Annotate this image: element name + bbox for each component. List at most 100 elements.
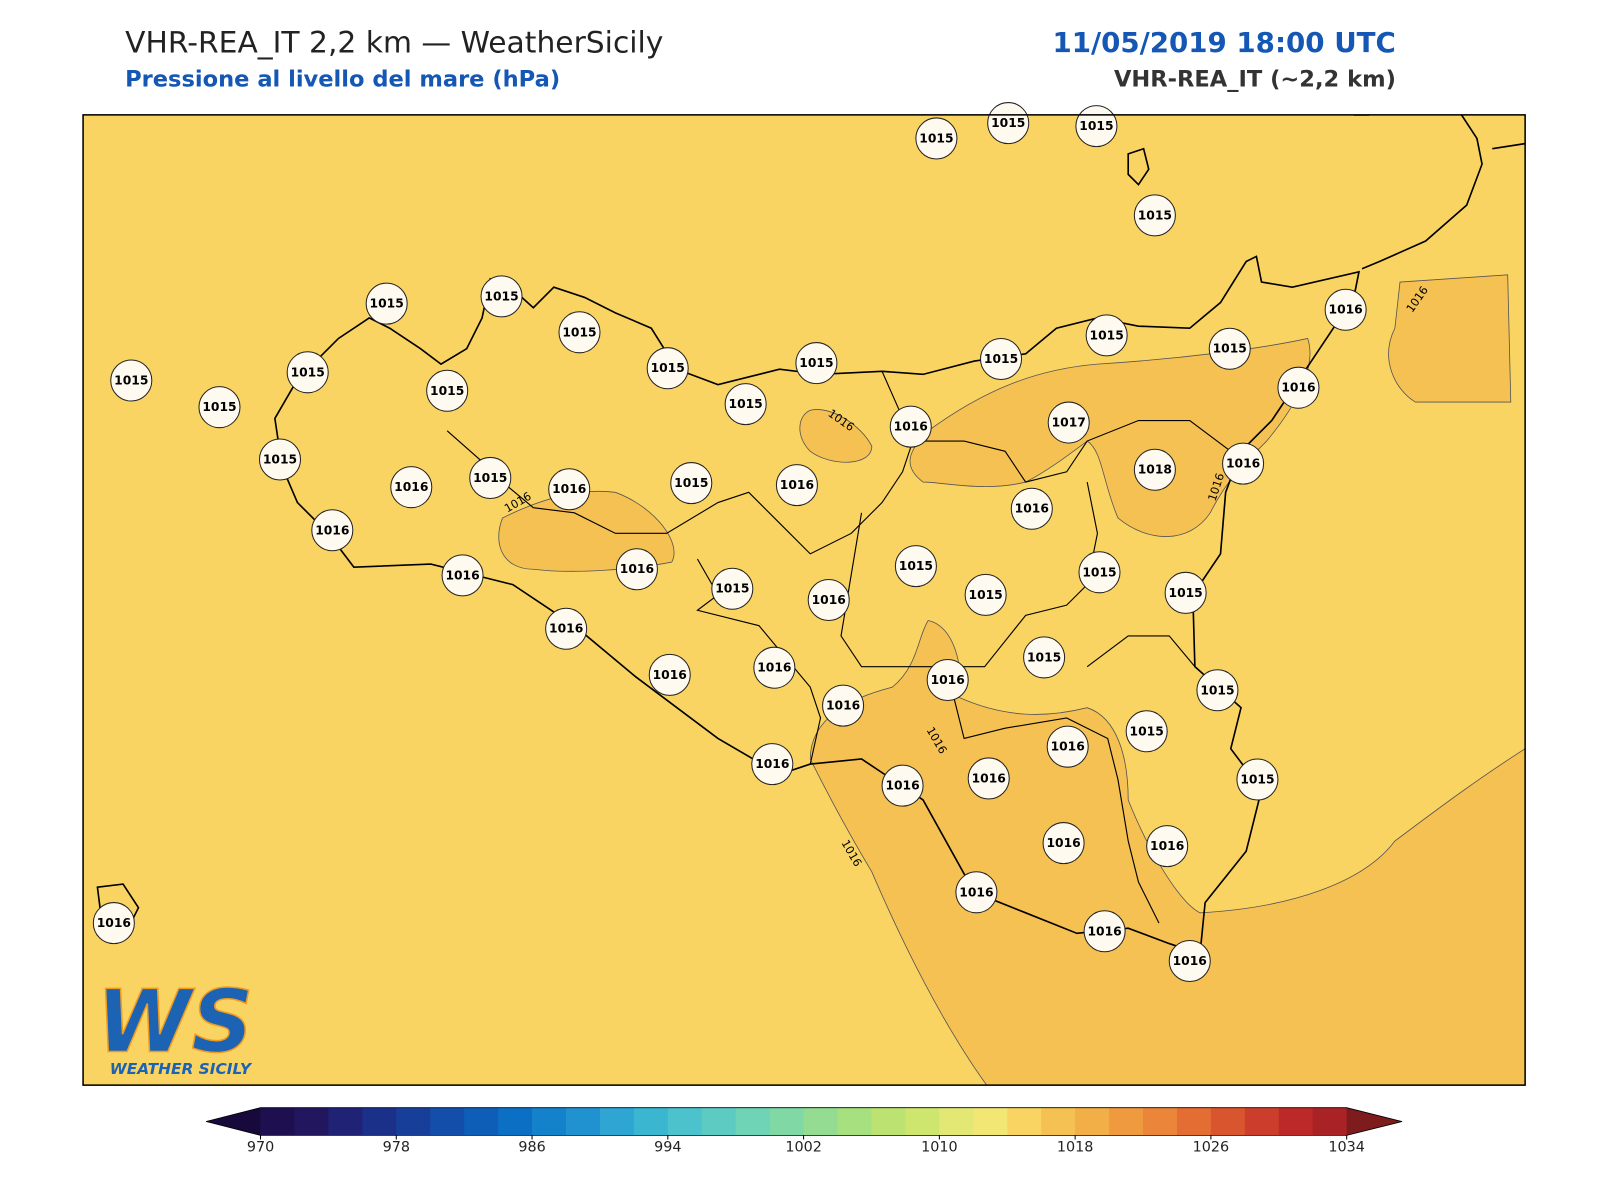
station-value: 1016 xyxy=(620,562,654,576)
station-value: 1015 xyxy=(969,588,1003,602)
station-value: 1015 xyxy=(1079,119,1113,133)
station-marker xyxy=(1078,551,1121,594)
colorbar-tick-label: 994 xyxy=(654,1140,681,1156)
station-value: 1016 xyxy=(97,916,131,930)
colorbar-swatch xyxy=(294,1107,329,1136)
station-marker xyxy=(110,359,153,402)
station-marker xyxy=(545,607,588,650)
station-marker xyxy=(646,347,689,390)
station-marker xyxy=(967,757,1010,800)
station-marker xyxy=(1047,401,1090,444)
station-value: 1015 xyxy=(1082,565,1116,579)
station-marker xyxy=(469,456,512,499)
station-marker xyxy=(987,102,1030,145)
station-marker xyxy=(979,337,1023,380)
station-value: 1015 xyxy=(1213,342,1247,356)
station-value: 1015 xyxy=(1138,208,1172,222)
station-value: 1016 xyxy=(1015,502,1049,516)
station-marker xyxy=(822,684,865,727)
station-marker xyxy=(881,764,924,807)
colorbar-swatch xyxy=(260,1107,295,1136)
station-value: 1015 xyxy=(202,400,236,414)
station-value: 1016 xyxy=(757,661,791,675)
colorbar-swatch xyxy=(1210,1107,1246,1136)
colorbar: 970 978 986 994 1002 1010 1018 1026 1034 xyxy=(206,1107,1403,1156)
colorbar-tick-label: 1010 xyxy=(921,1140,958,1156)
station-value: 1015 xyxy=(729,397,763,411)
station-value: 1015 xyxy=(263,452,297,466)
datetime: 11/05/2019 18:00 UTC xyxy=(1052,26,1395,59)
subtitle: Pressione al livello del mare (hPa) xyxy=(125,67,560,93)
station-marker xyxy=(1168,940,1211,983)
station-value: 1016 xyxy=(552,482,586,496)
colorbar-swatch xyxy=(1312,1107,1348,1136)
station-marker xyxy=(1164,571,1207,614)
station-marker xyxy=(1277,366,1320,409)
high-pressure-areas xyxy=(498,274,1526,1086)
station-marker xyxy=(751,743,794,786)
station-value: 1016 xyxy=(1226,457,1260,471)
colorbar-swatch xyxy=(1109,1107,1144,1136)
station-marker xyxy=(426,369,469,412)
colorbar-swatch xyxy=(701,1107,737,1136)
station-marker xyxy=(1125,710,1168,753)
station-marker xyxy=(441,554,484,597)
station-value: 1015 xyxy=(430,384,464,398)
station-marker xyxy=(286,351,329,394)
station-marker xyxy=(1146,825,1189,868)
colorbar-swatch xyxy=(362,1107,397,1136)
logo-mark: WS xyxy=(96,972,253,1072)
station-marker xyxy=(955,871,998,914)
colorbar-tick-label: 1026 xyxy=(1193,1140,1230,1156)
station-value: 1015 xyxy=(291,365,325,379)
station-value: 1016 xyxy=(885,779,919,793)
station-value: 1015 xyxy=(899,559,933,573)
colorbar-swatch xyxy=(735,1107,771,1136)
colorbar-tick-label: 986 xyxy=(518,1140,545,1156)
colorbar-swatch xyxy=(1075,1107,1110,1136)
station-value: 1016 xyxy=(1087,924,1121,938)
station-value: 1016 xyxy=(959,885,993,899)
colorbar-swatch xyxy=(667,1107,703,1136)
station-marker xyxy=(915,117,958,160)
station-marker xyxy=(889,405,932,448)
station-marker xyxy=(390,466,433,509)
colorbar-under xyxy=(206,1107,261,1136)
station-marker xyxy=(724,383,767,426)
station-value: 1016 xyxy=(972,771,1006,785)
colorbar-swatch xyxy=(939,1107,974,1136)
station-marker xyxy=(711,567,754,610)
station-marker xyxy=(753,646,796,689)
station-value: 1015 xyxy=(1240,772,1274,786)
colorbar-swatch xyxy=(430,1107,465,1136)
station-marker xyxy=(1085,314,1128,357)
logo-name: WEATHER SICILY xyxy=(110,1060,253,1078)
station-value: 1015 xyxy=(715,582,749,596)
station-marker xyxy=(1083,910,1126,953)
station-marker xyxy=(311,509,354,552)
station-marker xyxy=(198,386,241,429)
station-value: 1015 xyxy=(1090,328,1124,342)
station-value: 1016 xyxy=(812,593,846,607)
map-frame xyxy=(82,114,1526,1086)
station-value: 1015 xyxy=(991,116,1025,130)
colorbar-swatch xyxy=(1007,1107,1042,1136)
station-value: 1015 xyxy=(984,352,1018,366)
colorbar-swatch xyxy=(905,1107,940,1136)
station-value: 1015 xyxy=(651,361,685,375)
station-value: 1016 xyxy=(1046,836,1080,850)
station-value: 1016 xyxy=(1329,303,1363,317)
colorbar-over xyxy=(1346,1107,1403,1136)
station-value: 1016 xyxy=(1281,381,1315,395)
station-marker xyxy=(1023,636,1066,679)
station-marker xyxy=(670,462,713,505)
station-value: 1016 xyxy=(826,699,860,713)
title: VHR-REA_IT 2,2 km — WeatherSicily xyxy=(125,26,663,61)
station-value: 1015 xyxy=(1027,650,1061,664)
station-value: 1015 xyxy=(473,471,507,485)
station-value: 1015 xyxy=(114,374,148,388)
station-marker xyxy=(807,578,850,622)
station-value: 1016 xyxy=(894,420,928,434)
station-value: 1015 xyxy=(484,289,518,303)
